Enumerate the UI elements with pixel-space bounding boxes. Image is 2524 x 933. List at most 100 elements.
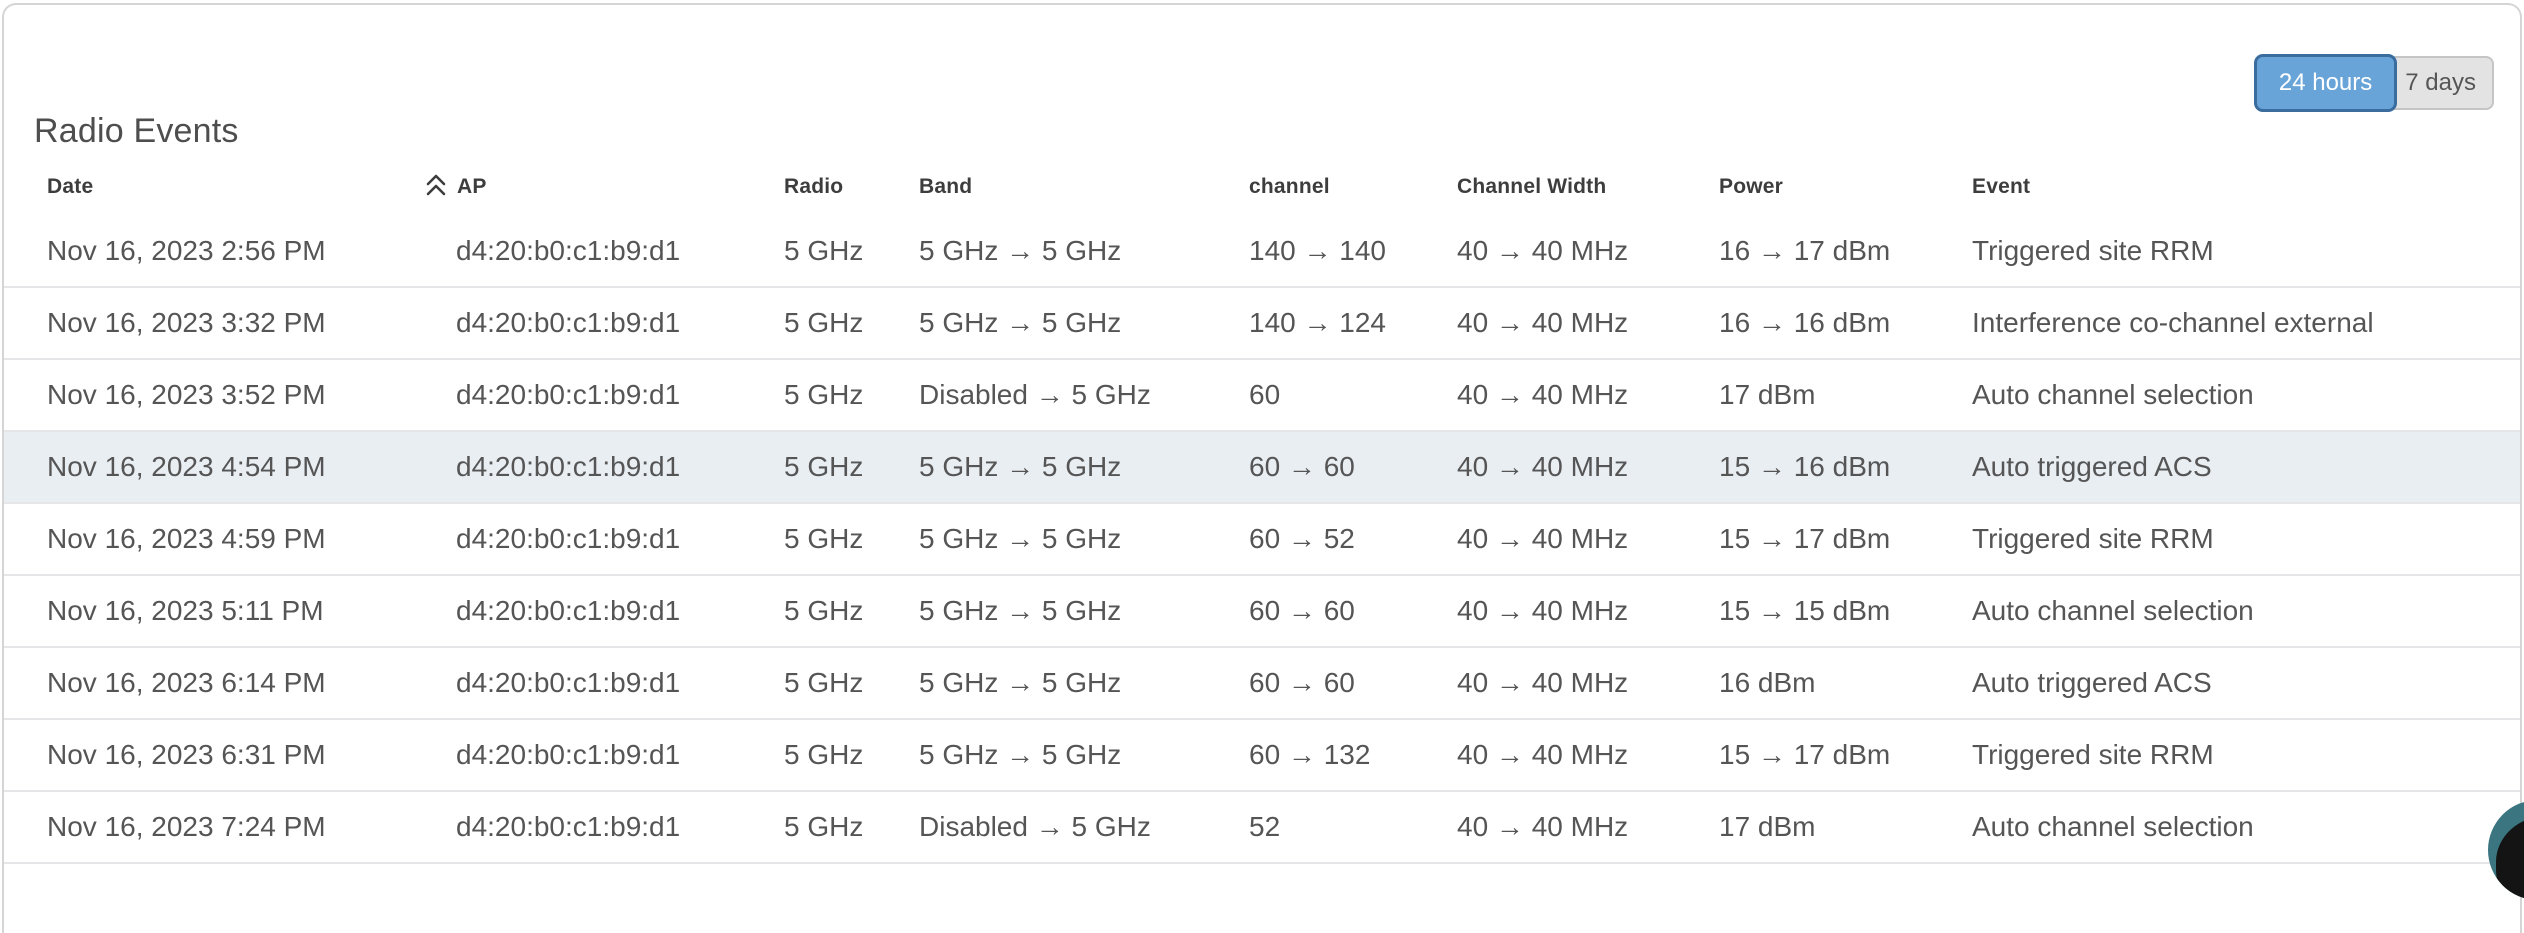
cell-band: 5 GHz → 5 GHz <box>919 307 1122 338</box>
column-header-channel[interactable]: channel <box>1249 175 1330 198</box>
cell-radio: 5 GHz <box>784 811 864 842</box>
column-header-radio[interactable]: Radio <box>784 175 844 198</box>
table-row[interactable]: Nov 16, 2023 5:11 PM d4:20:b0:c1:b9:d1 5… <box>4 576 2520 648</box>
cell-date: Nov 16, 2023 6:14 PM <box>47 667 326 698</box>
cell-band: 5 GHz → 5 GHz <box>919 451 1122 482</box>
table-row[interactable]: Nov 16, 2023 7:24 PM d4:20:b0:c1:b9:d1 5… <box>4 792 2520 864</box>
cell-band: 5 GHz → 5 GHz <box>919 523 1122 554</box>
cell-band: Disabled → 5 GHz <box>919 379 1151 410</box>
cell-power: 17 dBm <box>1719 811 1816 842</box>
cell-date: Nov 16, 2023 3:32 PM <box>47 307 326 338</box>
cell-channel-width: 40 → 40 MHz <box>1457 235 1629 266</box>
cell-channel: 52 <box>1249 811 1281 842</box>
cell-channel-width: 40 → 40 MHz <box>1457 523 1629 554</box>
cell-date: Nov 16, 2023 7:24 PM <box>47 811 326 842</box>
cell-channel-width: 40 → 40 MHz <box>1457 451 1629 482</box>
cell-ap: d4:20:b0:c1:b9:d1 <box>456 379 681 410</box>
column-header-band[interactable]: Band <box>919 175 973 198</box>
cell-event: Auto channel selection <box>1972 595 2254 626</box>
cell-event: Triggered site RRM <box>1972 523 2214 554</box>
cell-power: 17 dBm <box>1719 379 1816 410</box>
cell-band: Disabled → 5 GHz <box>919 811 1151 842</box>
cell-ap: d4:20:b0:c1:b9:d1 <box>456 451 681 482</box>
cell-radio: 5 GHz <box>784 739 864 770</box>
cell-power: 15 → 16 dBm <box>1719 451 1891 482</box>
cell-channel: 60 → 60 <box>1249 451 1355 482</box>
cell-channel: 140 → 124 <box>1249 307 1386 338</box>
cell-date: Nov 16, 2023 3:52 PM <box>47 379 326 410</box>
table-row[interactable]: Nov 16, 2023 6:31 PM d4:20:b0:c1:b9:d1 5… <box>4 720 2520 792</box>
cell-channel-width: 40 → 40 MHz <box>1457 811 1629 842</box>
cell-channel: 60 → 60 <box>1249 595 1355 626</box>
cell-radio: 5 GHz <box>784 379 864 410</box>
radio-events-table: Date AP Radio Band channel Channel Width… <box>4 158 2520 864</box>
cell-band: 5 GHz → 5 GHz <box>919 235 1122 266</box>
cell-ap: d4:20:b0:c1:b9:d1 <box>456 595 681 626</box>
time-range-toggle: 24 hours 7 days <box>2253 54 2494 112</box>
cell-channel: 60 <box>1249 379 1281 410</box>
cell-event: Auto channel selection <box>1972 379 2254 410</box>
column-header-channel-width[interactable]: Channel Width <box>1457 175 1607 198</box>
cell-power: 15 → 17 dBm <box>1719 523 1891 554</box>
cell-date: Nov 16, 2023 4:59 PM <box>47 523 326 554</box>
cell-radio: 5 GHz <box>784 235 864 266</box>
cell-power: 16 → 17 dBm <box>1719 235 1891 266</box>
cell-channel-width: 40 → 40 MHz <box>1457 307 1629 338</box>
cell-channel: 60 → 52 <box>1249 523 1355 554</box>
cell-channel: 140 → 140 <box>1249 235 1386 266</box>
cell-ap: d4:20:b0:c1:b9:d1 <box>456 307 681 338</box>
cell-radio: 5 GHz <box>784 307 864 338</box>
cell-event: Auto channel selection <box>1972 811 2254 842</box>
cell-channel: 60 → 60 <box>1249 667 1355 698</box>
cell-ap: d4:20:b0:c1:b9:d1 <box>456 235 681 266</box>
table-header-row: Date AP Radio Band channel Channel Width… <box>4 158 2520 216</box>
cell-radio: 5 GHz <box>784 451 864 482</box>
column-header-ap-label: AP <box>457 175 487 198</box>
table-row[interactable]: Nov 16, 2023 3:52 PM d4:20:b0:c1:b9:d1 5… <box>4 360 2520 432</box>
table-row[interactable]: Nov 16, 2023 3:32 PM d4:20:b0:c1:b9:d1 5… <box>4 288 2520 360</box>
sort-double-chevron-up-icon <box>424 173 448 201</box>
column-header-ap[interactable]: AP <box>424 173 784 201</box>
table-body: Nov 16, 2023 2:56 PM d4:20:b0:c1:b9:d1 5… <box>4 216 2520 864</box>
cell-band: 5 GHz → 5 GHz <box>919 667 1122 698</box>
table-row[interactable]: Nov 16, 2023 4:59 PM d4:20:b0:c1:b9:d1 5… <box>4 504 2520 576</box>
cell-event: Triggered site RRM <box>1972 235 2214 266</box>
cell-radio: 5 GHz <box>784 667 864 698</box>
cell-ap: d4:20:b0:c1:b9:d1 <box>456 523 681 554</box>
cell-power: 16 → 16 dBm <box>1719 307 1891 338</box>
cell-channel-width: 40 → 40 MHz <box>1457 667 1629 698</box>
cell-channel-width: 40 → 40 MHz <box>1457 379 1629 410</box>
card-header: Radio Events 24 hours 7 days <box>4 5 2520 158</box>
table-row[interactable]: Nov 16, 2023 2:56 PM d4:20:b0:c1:b9:d1 5… <box>4 216 2520 288</box>
cell-channel: 60 → 132 <box>1249 739 1371 770</box>
cell-power: 16 dBm <box>1719 667 1816 698</box>
cell-ap: d4:20:b0:c1:b9:d1 <box>456 667 681 698</box>
cell-power: 15 → 17 dBm <box>1719 739 1891 770</box>
column-header-power[interactable]: Power <box>1719 175 1784 198</box>
radio-events-card: Radio Events 24 hours 7 days Date AP Rad… <box>2 3 2522 933</box>
cell-event: Auto triggered ACS <box>1972 451 2212 482</box>
cell-ap: d4:20:b0:c1:b9:d1 <box>456 739 681 770</box>
cell-date: Nov 16, 2023 4:54 PM <box>47 451 326 482</box>
cell-event: Triggered site RRM <box>1972 739 2214 770</box>
24-hours-button[interactable]: 24 hours <box>2253 54 2398 112</box>
page-title: Radio Events <box>34 112 239 150</box>
cell-channel-width: 40 → 40 MHz <box>1457 739 1629 770</box>
table-row[interactable]: Nov 16, 2023 4:54 PM d4:20:b0:c1:b9:d1 5… <box>4 432 2520 504</box>
cell-band: 5 GHz → 5 GHz <box>919 739 1122 770</box>
cell-power: 15 → 15 dBm <box>1719 595 1891 626</box>
cell-date: Nov 16, 2023 2:56 PM <box>47 235 326 266</box>
column-header-date[interactable]: Date <box>47 175 94 198</box>
cell-radio: 5 GHz <box>784 523 864 554</box>
cell-ap: d4:20:b0:c1:b9:d1 <box>456 811 681 842</box>
cell-radio: 5 GHz <box>784 595 864 626</box>
7-days-button[interactable]: 7 days <box>2389 56 2494 110</box>
corner-widget-icon <box>2496 816 2524 900</box>
column-header-event[interactable]: Event <box>1972 175 2031 198</box>
cell-event: Interference co-channel external <box>1972 307 2374 338</box>
table-row[interactable]: Nov 16, 2023 6:14 PM d4:20:b0:c1:b9:d1 5… <box>4 648 2520 720</box>
cell-event: Auto triggered ACS <box>1972 667 2212 698</box>
cell-band: 5 GHz → 5 GHz <box>919 595 1122 626</box>
cell-date: Nov 16, 2023 5:11 PM <box>47 595 324 626</box>
cell-channel-width: 40 → 40 MHz <box>1457 595 1629 626</box>
